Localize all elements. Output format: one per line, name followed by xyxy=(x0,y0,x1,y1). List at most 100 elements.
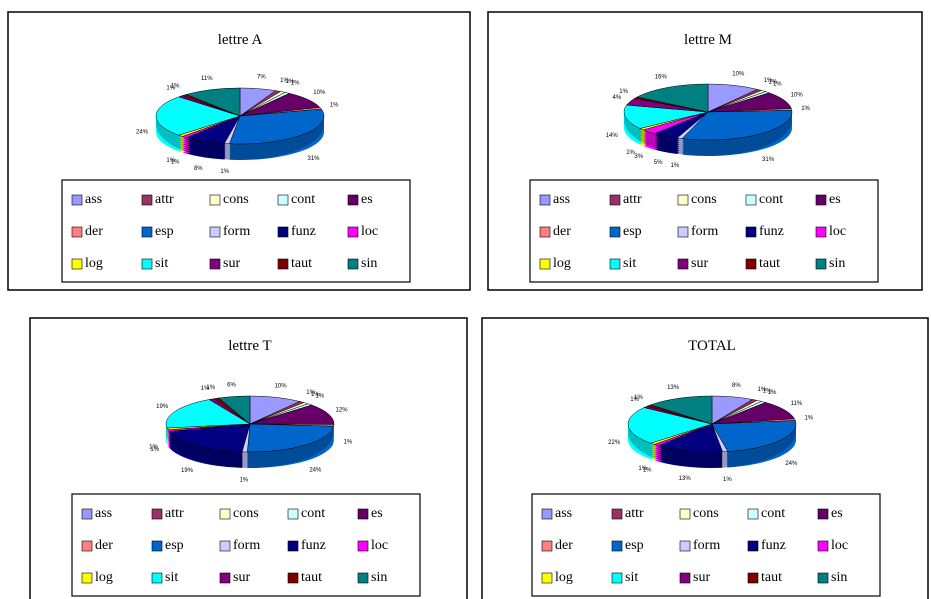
legend-swatch xyxy=(745,194,757,206)
legend-swatch xyxy=(817,572,829,584)
data-label: 6% xyxy=(227,382,236,388)
legend-swatch xyxy=(539,226,551,238)
slice xyxy=(165,399,251,429)
legend-swatch xyxy=(209,226,221,238)
legend-label: taut xyxy=(291,256,312,271)
legend-label: sur xyxy=(223,256,240,271)
data-label: 16% xyxy=(655,75,668,81)
data-label: 1% xyxy=(220,169,229,175)
legend-swatch xyxy=(71,258,83,270)
legend-swatch xyxy=(815,226,827,238)
legend-label: es xyxy=(371,506,383,521)
data-label: 1% xyxy=(201,386,210,392)
legend-swatch xyxy=(151,572,163,584)
data-label: 1% xyxy=(773,81,782,87)
legend-swatch xyxy=(357,572,369,584)
legend-label: taut xyxy=(759,256,780,271)
legend-swatch xyxy=(151,540,163,552)
data-label: 1% xyxy=(670,163,679,169)
slice xyxy=(155,96,241,136)
legend-label: ass xyxy=(555,506,572,521)
legend-label: der xyxy=(555,538,573,553)
slice xyxy=(168,423,251,453)
legend-label: esp xyxy=(625,538,644,553)
data-label: 1% xyxy=(801,106,810,112)
data-label: 13% xyxy=(667,385,680,391)
data-label: 24% xyxy=(785,461,798,467)
legend-label: ass xyxy=(95,506,112,521)
data-label: 31% xyxy=(762,157,775,163)
legend-label: sit xyxy=(165,570,178,585)
legend-swatch xyxy=(611,572,623,584)
data-label: 1% xyxy=(638,466,647,472)
chart-title: TOTAL xyxy=(688,338,736,354)
data-label: 1% xyxy=(286,79,295,85)
legend-label: cons xyxy=(693,506,719,521)
data-label: 1% xyxy=(239,477,248,483)
legend-swatch xyxy=(817,508,829,520)
legend-swatch xyxy=(219,540,231,552)
data-label: 22% xyxy=(608,440,621,446)
legend-label: esp xyxy=(155,224,174,239)
legend-label: esp xyxy=(623,224,642,239)
legend-label: sin xyxy=(361,256,377,271)
legend-label: esp xyxy=(165,538,184,553)
data-label: 13% xyxy=(679,476,692,482)
data-label: 31% xyxy=(308,156,321,162)
legend-swatch xyxy=(219,572,231,584)
legend-label: sur xyxy=(693,570,710,585)
legend-swatch xyxy=(209,258,221,270)
legend-label: der xyxy=(85,224,103,239)
legend-label: es xyxy=(831,506,843,521)
legend-swatch xyxy=(609,258,621,270)
data-label: 1% xyxy=(723,477,732,483)
legend-label: attr xyxy=(623,192,642,207)
data-label: 10% xyxy=(313,90,326,96)
legend-swatch xyxy=(347,258,359,270)
legend-swatch xyxy=(745,226,757,238)
legend-label: ass xyxy=(553,192,570,207)
legend-label: ass xyxy=(85,192,102,207)
data-label: 1% xyxy=(758,387,767,393)
legend-swatch xyxy=(609,194,621,206)
data-label: 10% xyxy=(791,93,804,99)
legend-swatch xyxy=(541,540,553,552)
legend-label: form xyxy=(693,538,720,553)
data-label: 1% xyxy=(768,80,777,86)
data-label: 1% xyxy=(166,85,175,91)
chart-title: lettre A xyxy=(218,32,263,48)
data-label: 1% xyxy=(316,394,325,400)
legend-label: es xyxy=(361,192,373,207)
legend-label: cont xyxy=(301,506,325,521)
slice xyxy=(229,108,325,145)
data-label: 7% xyxy=(257,75,266,81)
legend-swatch xyxy=(71,194,83,206)
legend-swatch xyxy=(151,508,163,520)
legend-label: cont xyxy=(291,192,315,207)
legend-label: cont xyxy=(761,506,785,521)
legend-label: funz xyxy=(301,538,326,553)
data-label: 1% xyxy=(619,89,628,95)
data-label: 10% xyxy=(275,384,288,390)
legend-swatch xyxy=(747,572,759,584)
slice xyxy=(636,83,709,113)
legend-swatch xyxy=(745,258,757,270)
legend-swatch xyxy=(609,226,621,238)
legend-label: attr xyxy=(155,192,174,207)
legend-swatch xyxy=(679,540,691,552)
data-label: 19% xyxy=(156,404,169,410)
chart-title: lettre M xyxy=(684,32,732,48)
legend-label: attr xyxy=(625,506,644,521)
legend-label: sit xyxy=(625,570,638,585)
data-label: 8% xyxy=(194,166,203,172)
legend-swatch xyxy=(747,508,759,520)
legend-label: log xyxy=(95,570,113,585)
data-label: 1% xyxy=(206,385,215,391)
legend-label: sin xyxy=(829,256,845,271)
data-label: 1% xyxy=(764,78,773,84)
legend-label: loc xyxy=(829,224,846,239)
legend-label: sit xyxy=(155,256,168,271)
legend-label: loc xyxy=(831,538,848,553)
legend-swatch xyxy=(287,572,299,584)
